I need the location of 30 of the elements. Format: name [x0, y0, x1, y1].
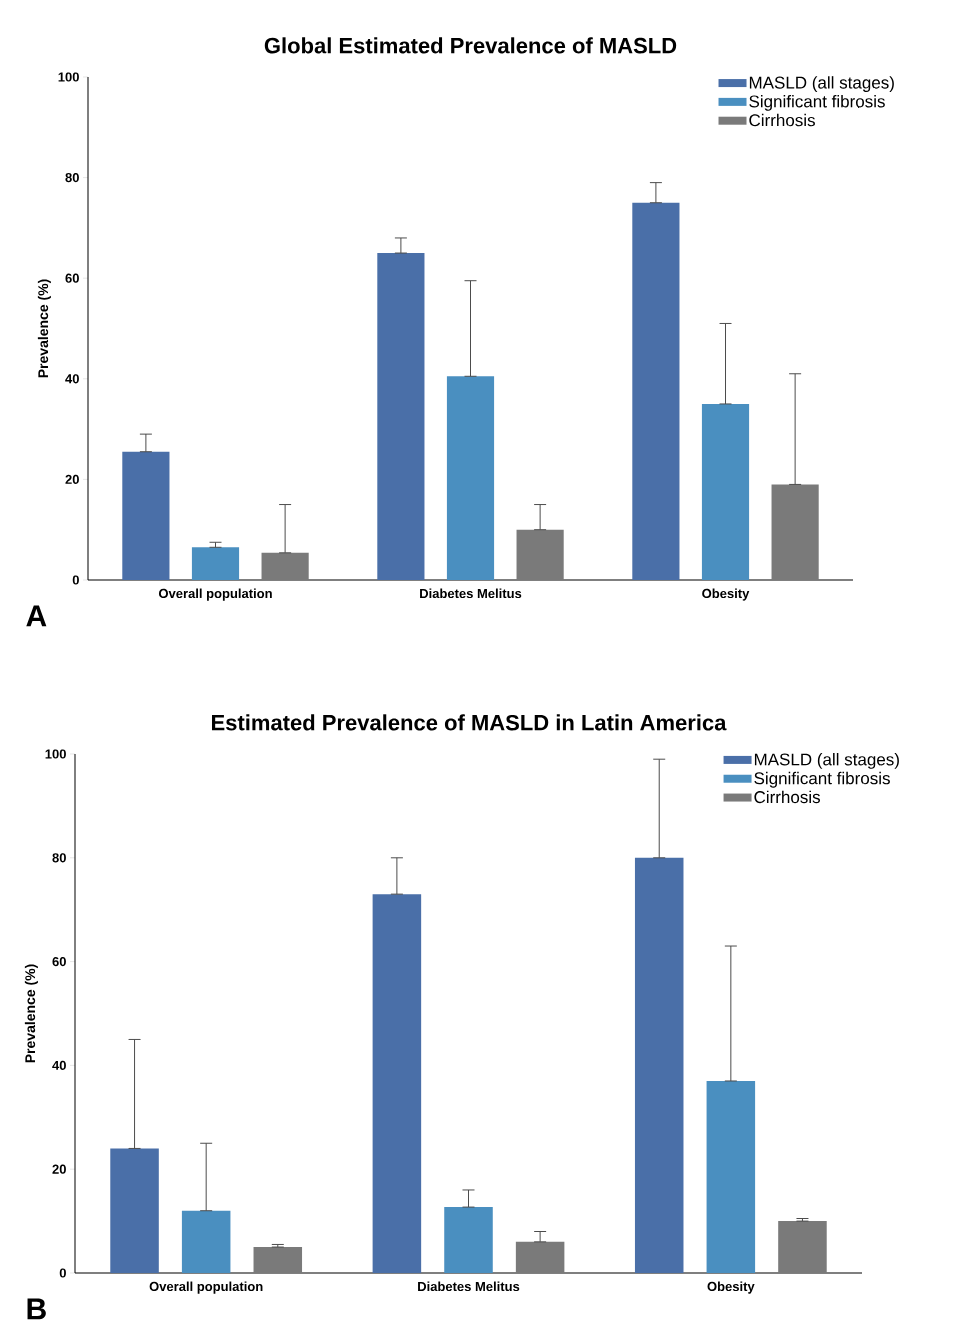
text: B [27, 1298, 46, 1320]
legend-label: Significant fibrosis [754, 771, 890, 788]
y-tick-label: 100 [58, 72, 79, 82]
x-tick-label: Obesity [707, 1281, 755, 1294]
y-tick-label: 20 [52, 1164, 66, 1174]
legend-label: Cirrhosis [754, 790, 820, 804]
x-tick-label: Obesity [702, 588, 750, 601]
y-tick-label: 100 [45, 749, 66, 759]
y-tick-label: 60 [52, 956, 66, 967]
y-tick-label: 20 [65, 474, 79, 484]
y-tick-label: 0 [72, 575, 79, 585]
text: A [26, 605, 47, 627]
chart-title: Estimated Prevalence of MASLD in Latin America [212, 714, 727, 731]
y-tick-label: 60 [65, 273, 79, 283]
y-tick-label: 40 [65, 374, 79, 384]
y-tick-label: 40 [52, 1060, 66, 1070]
legend-label: MASLD (all stages) [754, 753, 899, 769]
y-axis-title: Prevalence (%) [37, 279, 51, 378]
y-tick-label: 80 [65, 172, 79, 183]
y-tick-label: 0 [59, 1268, 66, 1278]
legend-label: Cirrhosis [749, 113, 815, 127]
x-tick-label: Diabetes Melitus [418, 1281, 520, 1292]
y-tick-label: 80 [52, 853, 66, 863]
legend-label: Significant fibrosis [749, 94, 885, 111]
legend-label: MASLD (all stages) [749, 76, 894, 93]
x-tick-label: Overall population [149, 1281, 263, 1294]
x-tick-label: Overall population [158, 588, 272, 601]
y-axis-title: Prevalence (%) [24, 964, 38, 1063]
x-tick-label: Diabetes Melitus [420, 588, 522, 599]
chart-title: Global Estimated Prevalence of MASLD [264, 37, 677, 54]
